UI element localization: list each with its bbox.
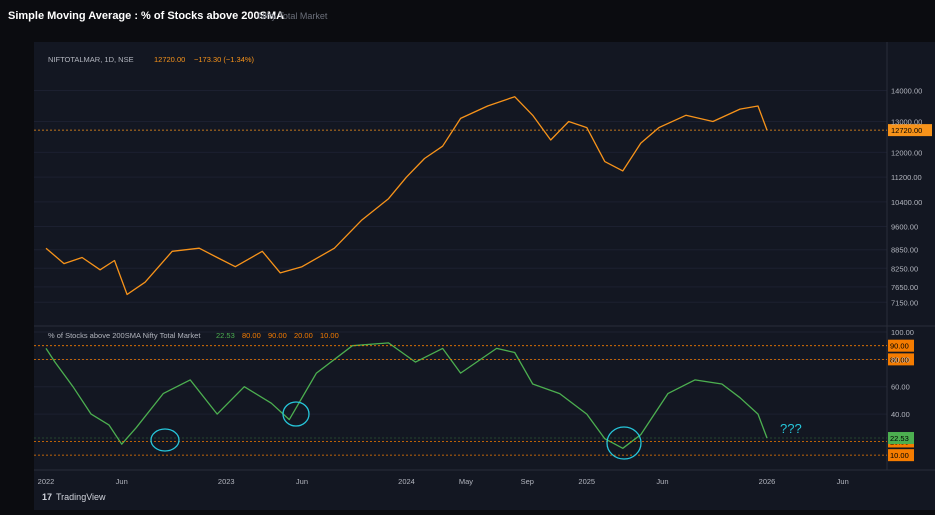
time-tick-label: Jun bbox=[116, 477, 128, 486]
tradingview-mark-icon: 17 bbox=[42, 492, 53, 502]
price-tick-label: 7650.00 bbox=[891, 283, 918, 292]
price-line bbox=[45, 96, 768, 296]
time-tick-label: Jun bbox=[837, 477, 849, 486]
price-legend-last: 12720.00 bbox=[154, 55, 185, 64]
breadth-last-label: 22.53 bbox=[890, 434, 909, 443]
breadth-tick-label: 60.00 bbox=[891, 383, 910, 392]
price-grid bbox=[34, 90, 887, 303]
time-axis-labels: 2022 Jun 2023 Jun 2024 May Sep 2025 Jun 2026 Jun bbox=[38, 477, 849, 486]
chart-canvas[interactable]: NIFTOTALMAR, 1D, NSE 12720.00 −173.30 (−… bbox=[34, 42, 935, 510]
price-tick-label: 9600.00 bbox=[891, 223, 918, 232]
price-legend-change: −173.30 (−1.34%) bbox=[194, 55, 255, 64]
time-tick-label: May bbox=[459, 477, 473, 486]
level-badge bbox=[888, 449, 914, 462]
breadth-legend-value-4: 20.00 bbox=[294, 331, 313, 340]
level-badge bbox=[888, 339, 914, 352]
level-label: 90.00 bbox=[890, 342, 909, 351]
price-tick-label: 14000.00 bbox=[891, 87, 922, 96]
chart-frame: NIFTOTALMAR, 1D, NSE 12720.00 −173.30 (−… bbox=[34, 42, 935, 510]
annotation-question: ??? bbox=[780, 421, 802, 436]
price-legend-symbol: NIFTOTALMAR, 1D, NSE bbox=[48, 55, 134, 64]
breadth-line bbox=[45, 342, 768, 449]
tab-nifty-total-market[interactable]: Nifty Total Market bbox=[258, 11, 328, 21]
level-label: 10.00 bbox=[890, 451, 909, 460]
page-title: Simple Moving Average : % of Stocks abov… bbox=[8, 10, 285, 22]
time-tick-label: 2022 bbox=[38, 477, 55, 486]
tradingview-label: TradingView bbox=[56, 492, 106, 502]
annotation-circle-3 bbox=[606, 426, 642, 460]
price-tick-label: 8850.00 bbox=[891, 246, 918, 255]
annotation-circle-1 bbox=[150, 428, 180, 452]
price-tick-label: 13000.00 bbox=[891, 117, 922, 126]
price-tick-label: 8250.00 bbox=[891, 264, 918, 273]
breadth-legend-value-2: 80.00 bbox=[242, 331, 261, 340]
y-axis-labels: 14000.00 13000.00 12000.00 11200.00 10400.00… bbox=[891, 87, 922, 420]
time-tick-label: Sep bbox=[521, 477, 534, 486]
top-bar: Simple Moving Average : % of Stocks abov… bbox=[0, 0, 935, 34]
time-tick-label: 2025 bbox=[578, 477, 595, 486]
time-tick-label: 2024 bbox=[398, 477, 415, 486]
price-tick-label: 11200.00 bbox=[891, 173, 922, 182]
price-last-badge bbox=[888, 124, 932, 137]
breadth-tick-label: 100.00 bbox=[891, 328, 914, 337]
tradingview-logo[interactable]: 17 TradingView bbox=[42, 492, 106, 502]
time-tick-label: Jun bbox=[656, 477, 668, 486]
price-last-label: 12720.00 bbox=[891, 126, 922, 135]
breadth-legend-name: % of Stocks above 200SMA Nifty Total Mar… bbox=[48, 331, 201, 340]
price-tick-label: 12000.00 bbox=[891, 148, 922, 157]
price-tick-label: 7150.00 bbox=[891, 298, 918, 307]
breadth-legend-value-3: 90.00 bbox=[268, 331, 287, 340]
breadth-tick-label: 40.00 bbox=[891, 410, 910, 419]
time-tick-label: Jun bbox=[296, 477, 308, 486]
time-tick-label: 2026 bbox=[759, 477, 776, 486]
breadth-legend-value-1: 22.53 bbox=[216, 331, 235, 340]
breadth-series bbox=[45, 342, 768, 449]
price-tick-label: 10400.00 bbox=[891, 198, 922, 207]
breadth-last-badge bbox=[888, 432, 914, 445]
breadth-tick-label: 80.00 bbox=[891, 355, 910, 364]
time-tick-label: 2023 bbox=[218, 477, 235, 486]
price-series: 12720.00 bbox=[34, 96, 932, 296]
annotation-circle-2 bbox=[282, 401, 310, 427]
level-badge bbox=[888, 353, 914, 366]
breadth-legend-value-5: 10.00 bbox=[320, 331, 339, 340]
level-label: 80.00 bbox=[890, 355, 909, 364]
